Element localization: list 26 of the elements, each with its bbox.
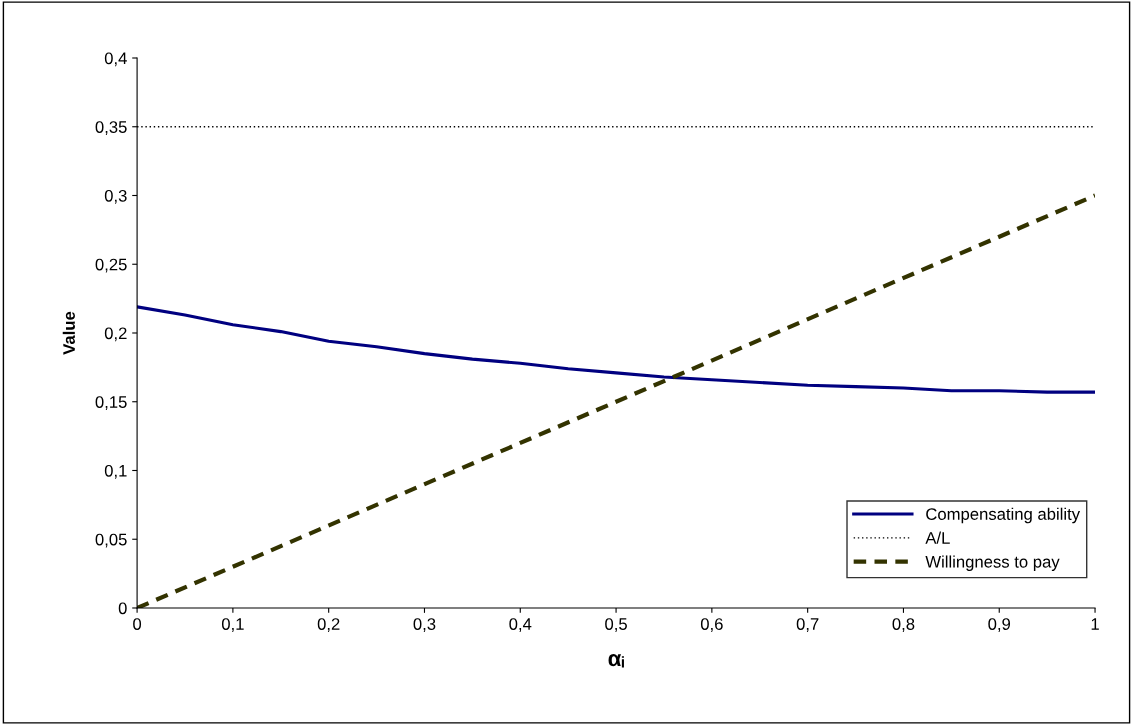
x-tick-label: 0,1 [221,618,244,632]
y-tick-label: 0,15 [95,396,127,410]
y-tick-label: 0,35 [95,121,127,135]
x-tick-label: 0,5 [605,618,627,632]
y-tick-label: 0,2 [104,327,127,342]
x-tick-label: 1 [1091,618,1099,630]
x-tick-label: 0,7 [796,618,819,632]
x-tick-label: 0,4 [509,618,532,632]
x-axis-title: αᵢ [608,654,624,668]
x-tick-label: 0,2 [317,618,340,632]
y-tick-label: 0,4 [104,52,127,67]
y-tick-label: 0,05 [95,533,127,548]
y-tick-label: 0,1 [104,464,127,479]
y-tick-label: 0,3 [104,189,127,204]
x-tick-label: 0,9 [988,618,1011,632]
x-tick-label: 0 [133,618,142,630]
x-tick-label: 0,6 [700,618,723,632]
x-tick-label: 0,8 [892,618,915,632]
y-axis-title: Value [62,311,75,355]
x-tick-label: 0,3 [413,618,436,632]
legend-label: Willingness to pay [925,555,1060,571]
legend-label: A/L [925,531,950,544]
y-tick-label: 0,25 [95,258,127,273]
line-series [137,305,1096,394]
y-tick-label: 0 [118,602,127,615]
legend-label: Compensating ability [926,507,1081,524]
